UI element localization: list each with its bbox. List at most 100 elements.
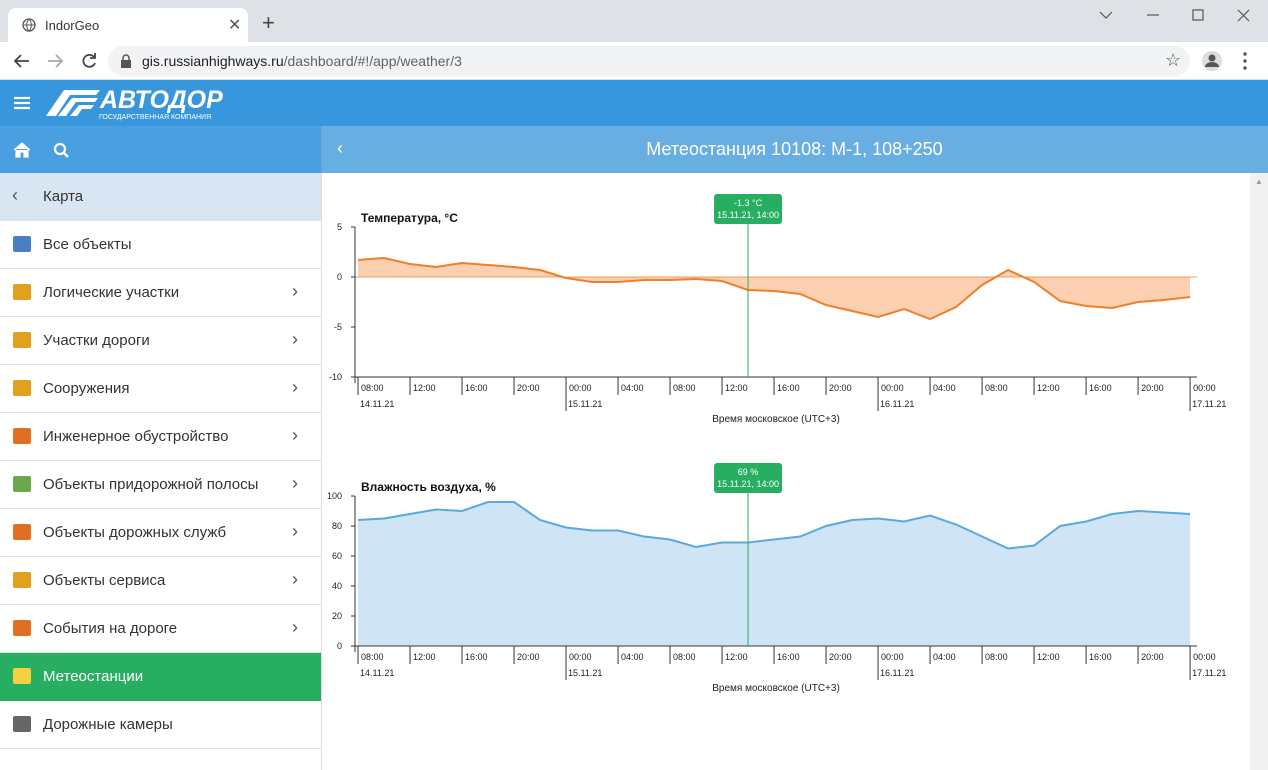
submenu-chevron: ›	[292, 521, 298, 541]
x-tick-label: 16:00	[777, 383, 800, 393]
sidebar-item-label: Инженерное обустройство	[43, 428, 229, 445]
tab-bar: IndorGeo ✕ +	[0, 0, 1268, 42]
x-tick-label: 04:00	[933, 652, 956, 662]
sidebar-icon	[13, 476, 31, 492]
tooltip-time: 15.11.21, 14:00	[717, 210, 779, 220]
sidebar-back-label: Карта	[43, 188, 84, 205]
y-tick-label: 100	[327, 491, 342, 501]
x-tick-label: 04:00	[621, 652, 644, 662]
x-tick-label: 08:00	[673, 383, 696, 393]
sidebar-item[interactable]: Логические участки ›	[0, 269, 321, 317]
scrollbar[interactable]: ▲	[1250, 173, 1268, 770]
sidebar-item[interactable]: Инженерное обустройство ›	[0, 413, 321, 461]
sidebar-item[interactable]: Участки дороги ›	[0, 317, 321, 365]
sidebar-item-label: Объекты придорожной полосы	[43, 476, 259, 493]
tab-favicon	[22, 18, 36, 32]
back-button[interactable]: ‹	[337, 138, 343, 158]
address-bar: gis.russianhighways.ru/dashboard/#!/app/…	[0, 42, 1268, 80]
sidebar-item[interactable]: Сооружения ›	[0, 365, 321, 413]
sidebar-item[interactable]: Дорожные камеры	[0, 701, 321, 749]
date-label: 14.11.21	[360, 399, 394, 409]
date-label: 14.11.21	[360, 668, 394, 678]
sidebar-item[interactable]: Объекты сервиса ›	[0, 557, 321, 605]
toolbar-buttons[interactable]	[13, 142, 73, 160]
tooltip-time: 15.11.21, 14:00	[717, 479, 779, 489]
sidebar-item-label: Объекты дорожных служб	[43, 524, 227, 541]
sidebar-icon	[13, 380, 31, 396]
chart-title: Температура, °C	[361, 211, 458, 225]
nav-buttons[interactable]	[12, 51, 102, 71]
x-tick-label: 16:00	[1089, 652, 1112, 662]
sidebar-item[interactable]: Метеостанции	[0, 653, 321, 701]
sidebar-icon	[13, 428, 31, 444]
bookmark-star[interactable]: ☆	[1165, 50, 1182, 70]
x-tick-label: 12:00	[413, 383, 436, 393]
date-label: 17.11.21	[1192, 399, 1226, 409]
sidebar-item[interactable]: Все объекты	[0, 221, 321, 269]
x-tick-label: 12:00	[725, 652, 748, 662]
data-line	[357, 501, 1191, 550]
sidebar: ‹ Карта Все объекты Логические участки › Уч…	[0, 173, 322, 770]
y-tick-label: 5	[337, 222, 342, 232]
sidebar-item[interactable]: События на дороге ›	[0, 605, 321, 653]
url-path: /dashboard/#!/app/weather/3	[283, 53, 462, 69]
new-tab-button[interactable]: +	[262, 10, 275, 35]
x-tick-label: 16:00	[465, 383, 488, 393]
x-tick-label: 16:00	[465, 652, 488, 662]
x-tick-label: 16:00	[777, 652, 800, 662]
data-line	[357, 256, 1191, 321]
x-tick-label: 12:00	[1037, 383, 1060, 393]
submenu-chevron: ›	[292, 329, 298, 349]
sidebar-item-label: События на дороге	[43, 620, 178, 637]
tooltip-value: -1.3 °C	[734, 198, 763, 208]
charts: Температура, °C -10 -5 0 5 08:00 12:00 16:00 20:…	[327, 194, 1226, 694]
x-tick-label: 04:00	[621, 383, 644, 393]
area-fill	[358, 258, 1191, 319]
submenu-chevron: ›	[292, 617, 298, 637]
x-tick-label: 20:00	[1141, 652, 1164, 662]
chart-title: Влажность воздуха, %	[361, 480, 496, 494]
x-tick-label: 20:00	[517, 383, 540, 393]
x-tick-label: 12:00	[413, 652, 436, 662]
sidebar-item-label: Все объекты	[43, 236, 132, 253]
x-tick-label: 00:00	[1193, 383, 1216, 393]
y-tick-label: 0	[337, 272, 342, 282]
sidebar-icon	[13, 716, 31, 732]
date-label: 16.11.21	[880, 399, 914, 409]
date-label: 15.11.21	[568, 399, 602, 409]
sidebar-item[interactable]: Объекты придорожной полосы ›	[0, 461, 321, 509]
tab-close[interactable]: ✕	[228, 17, 242, 34]
sidebar-item-label: Сооружения	[43, 380, 130, 397]
logo-text: АВТОДОР	[99, 86, 223, 114]
y-tick-label: 60	[332, 551, 342, 561]
app-header: АВТОДОР ГОСУДАРСТВЕННАЯ КОМПАНИЯ	[0, 80, 1268, 126]
sidebar-item[interactable]: Объекты дорожных служб ›	[0, 509, 321, 557]
tooltip-value: 69 %	[738, 467, 759, 477]
y-tick-label: 0	[337, 641, 342, 651]
sidebar-back[interactable]: ‹ Карта	[0, 173, 321, 221]
submenu-chevron: ›	[292, 569, 298, 589]
x-tick-label: 12:00	[725, 383, 748, 393]
logo-subtitle: ГОСУДАРСТВЕННАЯ КОМПАНИЯ	[99, 114, 211, 121]
profile-menu[interactable]	[1200, 50, 1260, 72]
url-field[interactable]: gis.russianhighways.ru/dashboard/#!/app/…	[108, 46, 1190, 76]
submenu-chevron: ›	[292, 425, 298, 445]
x-tick-label: 08:00	[673, 652, 696, 662]
title-bar: ‹ Метеостанция 10108: М-1, 108+250	[321, 126, 1268, 173]
scroll-up[interactable]: ▲	[1255, 177, 1263, 186]
submenu-chevron: ›	[292, 473, 298, 493]
menu-button[interactable]	[14, 96, 32, 110]
y-tick-label: 20	[332, 611, 342, 621]
submenu-chevron: ›	[292, 281, 298, 301]
x-tick-label: 20:00	[829, 652, 852, 662]
tab-title: IndorGeo	[45, 18, 100, 33]
y-tick-label: 80	[332, 521, 342, 531]
x-axis-label: Время московское (UTC+3)	[712, 683, 840, 694]
url-text: gis.russianhighways.ru/dashboard/#!/app/…	[142, 53, 462, 69]
sidebar-icon	[13, 332, 31, 348]
browser-tab[interactable]: IndorGeo ✕	[8, 8, 248, 42]
area-fill	[358, 502, 1191, 646]
window-controls[interactable]	[1090, 0, 1268, 32]
sidebar-icon	[13, 524, 31, 540]
